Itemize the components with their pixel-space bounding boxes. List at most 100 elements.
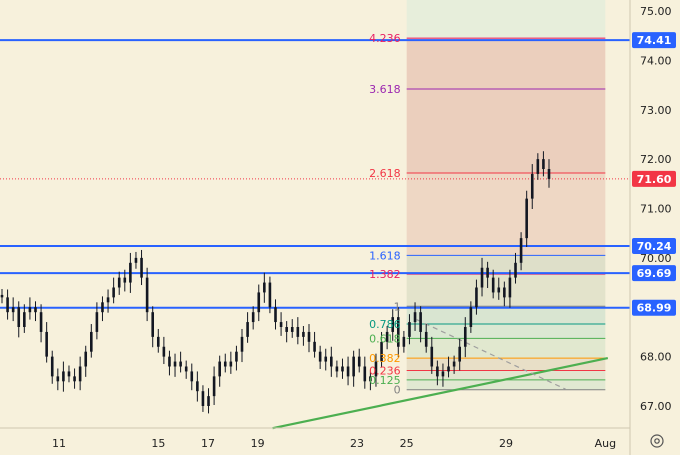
candle-body [519,238,523,263]
fib-zone-band [406,358,606,371]
candle-body [17,307,21,327]
candle-body [279,322,283,327]
candle-body [162,346,166,357]
candle-body [408,322,411,337]
candle-body [530,173,534,199]
fib-zone-band [406,379,606,390]
candle-body [263,282,266,293]
last-price-tag[interactable] [632,170,676,187]
time-tick-label: 11 [52,437,66,450]
candle-body [508,277,512,298]
candle-body [23,312,26,327]
candle-body [95,312,99,332]
candle-body [201,391,205,406]
candle-body [168,356,171,367]
candle-body [447,366,450,372]
candle-body [251,312,255,323]
candle-body [346,366,350,377]
candle-body [129,262,132,283]
candle-body [402,336,406,347]
candle-body [106,297,110,303]
candle-body [503,287,506,298]
candle-body [302,331,305,337]
candle-body [463,327,467,347]
candle-body [0,294,4,298]
price-tick-label: 68.00 [640,351,672,364]
candle-body [6,297,9,313]
time-tick-label: 15 [151,437,165,450]
price-tick-label: 74.00 [640,54,672,67]
time-axis[interactable]: 11 15 17 19 23 25 29 Aug [0,427,630,450]
candle-body [112,287,115,298]
candle-body [542,159,545,169]
horizontal-levels[interactable] [0,39,630,309]
candle-body [514,262,517,278]
candle-body [357,356,361,367]
level-price-tag[interactable] [632,299,676,316]
fib-level-label: 0 [394,384,401,397]
candle-body [156,336,160,347]
candle-body [145,277,149,313]
candlestick-series [0,151,551,414]
level-price-tag[interactable] [632,265,676,282]
candle-body [173,361,177,367]
candle-body [229,361,233,367]
candle-body [34,307,37,313]
candle-body [285,327,288,332]
candle-body [424,331,428,347]
candle-body [184,366,188,372]
time-tick-label: 23 [350,437,364,450]
candle-body [117,277,121,288]
candle-body [341,366,344,372]
candle-body [39,312,43,332]
time-tick-label: 19 [251,437,265,450]
candle-body [207,396,210,406]
fib-zone-band [406,89,606,173]
candle-body [324,356,328,362]
candle-body [246,322,249,337]
level-price-tag[interactable] [632,32,676,49]
candle-body [391,317,395,332]
candle-body [11,307,15,313]
fib-zone-band [406,370,606,380]
level-price-tag[interactable] [632,238,676,255]
time-tick-label: Aug [595,437,616,450]
candle-body [45,331,48,357]
candle-body [140,257,143,278]
fib-level-label: 4.236 [369,32,401,45]
candle-body [497,287,501,293]
last-price-tag-label: 71.60 [637,173,672,186]
candle-body [396,317,400,347]
candle-body [413,312,417,323]
candle-body [385,331,389,342]
level-price-tag-label: 70.24 [637,240,672,253]
fibonacci-extension[interactable] [406,0,606,391]
candle-body [441,371,445,377]
candle-body [419,312,422,332]
candle-body [78,366,82,382]
settings-icon[interactable] [650,434,664,448]
candle-body [67,371,71,377]
candle-body [452,361,456,367]
candle-body [525,198,528,239]
dashed-trendline[interactable] [416,319,566,390]
time-tick-label: 25 [400,437,414,450]
candle-body [480,267,484,288]
candle-body [73,376,76,382]
candle-body [374,361,378,377]
candle-body [151,312,155,337]
price-axis[interactable]: 75.0074.0073.0072.0071.0070.0069.0068.00… [629,0,680,455]
candle-body [475,287,478,308]
fib-zone-band [406,324,606,339]
trendlines[interactable] [272,319,609,430]
candle-body [123,277,127,283]
fib-level-label: 0.125 [369,374,401,387]
candle-body [290,327,294,332]
support-trendline[interactable] [272,357,609,430]
candle-body [268,282,272,308]
candle-body [28,307,32,313]
candle-body [330,356,333,367]
candle-body [218,361,221,377]
